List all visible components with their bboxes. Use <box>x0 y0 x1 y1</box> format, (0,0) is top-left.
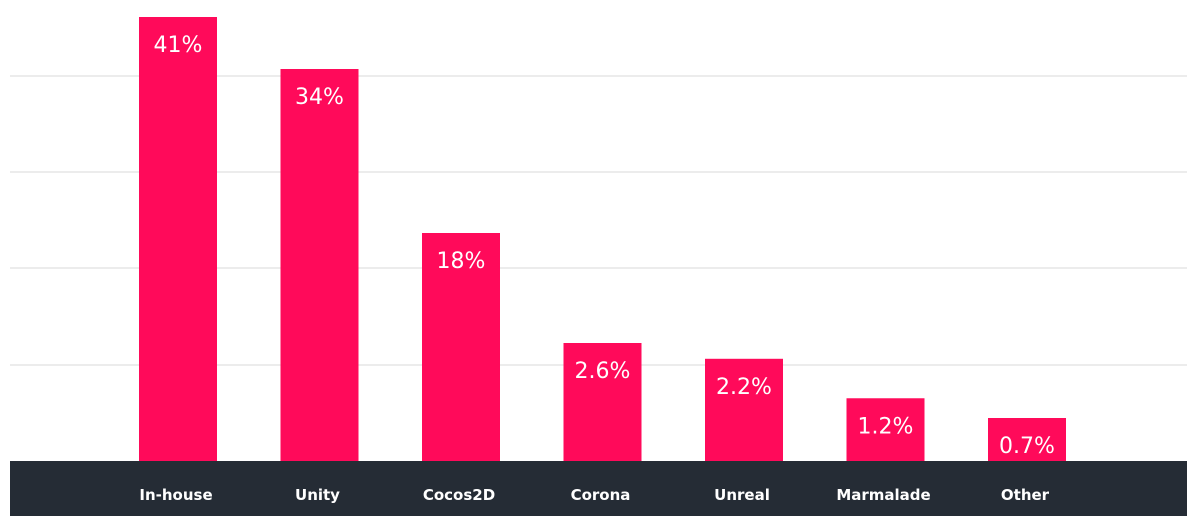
x-tick-label: Other <box>1001 486 1050 504</box>
bar-cocos2d <box>422 233 500 461</box>
data-label: 41% <box>154 33 203 58</box>
data-label: 34% <box>295 85 344 110</box>
x-tick-labels: In-house Unity Cocos2D Corona Unreal Marmalad… <box>139 486 1049 504</box>
bar-marmalade <box>846 398 925 461</box>
x-tick-label: Unity <box>295 486 340 504</box>
data-label: 18% <box>437 249 486 274</box>
bar-other <box>988 418 1066 461</box>
x-axis-band <box>10 461 1187 516</box>
data-label: 0.7% <box>999 434 1055 459</box>
bar-corona <box>563 343 642 461</box>
data-label: 2.6% <box>575 359 631 384</box>
bar-in-house <box>139 17 217 461</box>
x-tick-label: Corona <box>571 486 631 504</box>
data-label: 1.2% <box>858 414 914 439</box>
bars <box>139 17 1066 461</box>
bar-unreal <box>705 358 783 461</box>
data-label: 2.2% <box>716 375 772 400</box>
value-labels: 41% 34% 18% 2.6% 2.2% 1.2% 0.7% <box>154 33 1055 459</box>
x-tick-label: Marmalade <box>836 486 930 504</box>
bar-unity <box>280 69 359 461</box>
x-tick-label: In-house <box>139 486 212 504</box>
x-tick-label: Cocos2D <box>423 486 495 504</box>
x-tick-label: Unreal <box>714 486 770 504</box>
